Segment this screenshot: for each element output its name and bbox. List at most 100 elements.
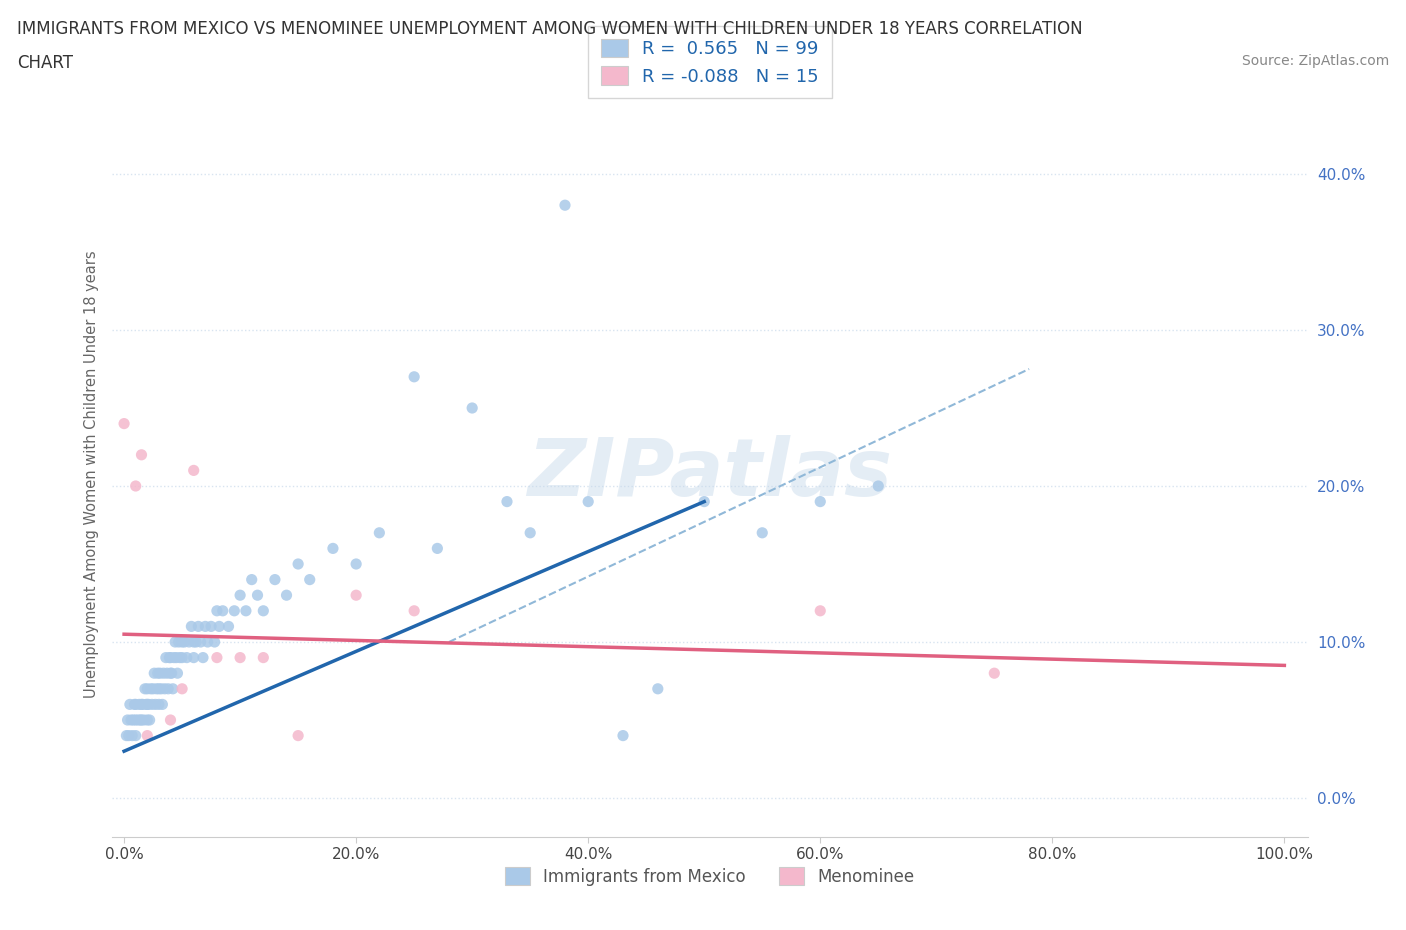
- Point: [194, 619, 217, 634]
- Point: [496, 494, 519, 509]
- Point: [129, 712, 152, 727]
- Point: [197, 634, 219, 649]
- Point: [125, 712, 148, 727]
- Point: [229, 588, 252, 603]
- Point: [148, 697, 170, 711]
- Point: [190, 634, 212, 649]
- Point: [146, 666, 169, 681]
- Point: [868, 479, 890, 494]
- Point: [183, 650, 205, 665]
- Point: [136, 712, 159, 727]
- Point: [184, 634, 207, 649]
- Point: [150, 697, 173, 711]
- Point: [647, 682, 669, 697]
- Point: [172, 634, 194, 649]
- Point: [165, 650, 187, 665]
- Point: [155, 650, 177, 665]
- Point: [157, 650, 180, 665]
- Point: [287, 728, 309, 743]
- Point: [132, 712, 155, 727]
- Point: [121, 728, 143, 743]
- Point: [135, 697, 157, 711]
- Text: ZIPatlas: ZIPatlas: [527, 435, 893, 513]
- Point: [131, 697, 153, 711]
- Point: [252, 650, 274, 665]
- Point: [138, 697, 160, 711]
- Point: [404, 369, 426, 384]
- Point: [276, 588, 298, 603]
- Point: [131, 712, 153, 727]
- Point: [205, 650, 228, 665]
- Point: [134, 682, 156, 697]
- Point: [122, 712, 145, 727]
- Point: [200, 619, 222, 634]
- Point: [157, 682, 180, 697]
- Point: [142, 682, 165, 697]
- Point: [344, 588, 367, 603]
- Point: [208, 619, 231, 634]
- Point: [519, 525, 541, 540]
- Point: [131, 697, 153, 711]
- Point: [183, 634, 205, 649]
- Point: [112, 416, 135, 431]
- Point: [125, 728, 148, 743]
- Point: [145, 682, 167, 697]
- Point: [118, 728, 141, 743]
- Point: [169, 650, 191, 665]
- Point: [115, 728, 138, 743]
- Point: [204, 634, 226, 649]
- Point: [183, 463, 205, 478]
- Point: [298, 572, 321, 587]
- Point: [240, 572, 263, 587]
- Point: [344, 556, 367, 571]
- Point: [166, 666, 188, 681]
- Point: [172, 650, 194, 665]
- Point: [118, 697, 141, 711]
- Point: [287, 556, 309, 571]
- Point: [751, 525, 773, 540]
- Point: [127, 712, 149, 727]
- Point: [159, 650, 181, 665]
- Point: [808, 494, 831, 509]
- Point: [983, 666, 1005, 681]
- Point: [808, 604, 831, 618]
- Point: [165, 634, 187, 649]
- Point: [252, 604, 274, 618]
- Point: [117, 712, 139, 727]
- Point: [461, 401, 484, 416]
- Point: [404, 604, 426, 618]
- Point: [148, 682, 170, 697]
- Point: [160, 666, 183, 681]
- Point: [128, 697, 150, 711]
- Point: [120, 712, 142, 727]
- Point: [172, 682, 194, 697]
- Text: CHART: CHART: [17, 54, 73, 72]
- Point: [162, 682, 184, 697]
- Y-axis label: Unemployment Among Women with Children Under 18 years: Unemployment Among Women with Children U…: [83, 250, 98, 698]
- Point: [173, 634, 195, 649]
- Point: [612, 728, 634, 743]
- Text: IMMIGRANTS FROM MEXICO VS MENOMINEE UNEMPLOYMENT AMONG WOMEN WITH CHILDREN UNDER: IMMIGRANTS FROM MEXICO VS MENOMINEE UNEM…: [17, 20, 1083, 38]
- Point: [159, 666, 181, 681]
- Point: [156, 666, 179, 681]
- Point: [176, 650, 198, 665]
- Point: [218, 619, 240, 634]
- Point: [229, 650, 252, 665]
- Point: [426, 541, 449, 556]
- Point: [145, 697, 167, 711]
- Point: [141, 697, 163, 711]
- Point: [177, 634, 200, 649]
- Point: [125, 479, 148, 494]
- Point: [136, 728, 159, 743]
- Point: [124, 697, 146, 711]
- Point: [576, 494, 599, 509]
- Point: [139, 682, 162, 697]
- Point: [224, 604, 246, 618]
- Point: [205, 604, 228, 618]
- Point: [554, 198, 576, 213]
- Point: [150, 682, 173, 697]
- Point: [138, 712, 160, 727]
- Point: [180, 619, 202, 634]
- Point: [693, 494, 716, 509]
- Point: [149, 666, 172, 681]
